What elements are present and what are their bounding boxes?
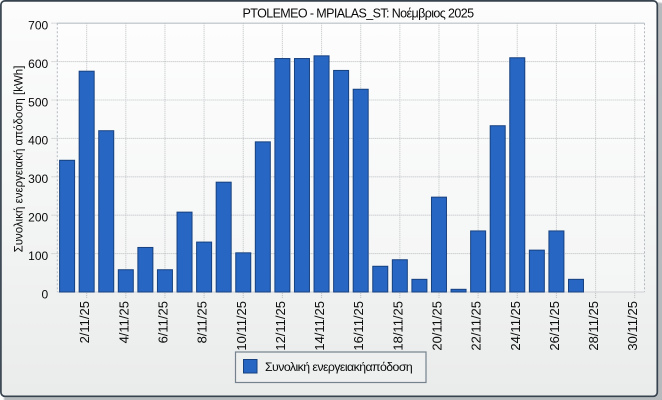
svg-text:100: 100 xyxy=(28,249,48,263)
svg-text:8/11/25: 8/11/25 xyxy=(195,301,210,343)
svg-text:200: 200 xyxy=(28,211,48,225)
svg-text:0: 0 xyxy=(42,287,49,301)
svg-text:26/11/25: 26/11/25 xyxy=(547,301,562,351)
svg-text:PTOLEMEO - MPIALAS_ST: Νοέμβρι: PTOLEMEO - MPIALAS_ST: Νοέμβριος 2025 xyxy=(243,7,475,21)
svg-text:2/11/25: 2/11/25 xyxy=(77,301,92,343)
svg-text:Συνολική ενεργειακή απόδοση [k: Συνολική ενεργειακή απόδοση [kWh] xyxy=(14,66,26,253)
svg-text:16/11/25: 16/11/25 xyxy=(351,301,366,351)
svg-text:28/11/25: 28/11/25 xyxy=(586,301,601,351)
svg-text:4/11/25: 4/11/25 xyxy=(116,301,131,343)
svg-text:300: 300 xyxy=(28,172,48,186)
svg-text:12/11/25: 12/11/25 xyxy=(273,301,288,351)
svg-text:14/11/25: 14/11/25 xyxy=(312,301,327,351)
svg-text:700: 700 xyxy=(28,19,48,33)
svg-text:400: 400 xyxy=(28,134,48,148)
svg-text:6/11/25: 6/11/25 xyxy=(155,301,170,343)
svg-text:10/11/25: 10/11/25 xyxy=(234,301,249,351)
svg-text:24/11/25: 24/11/25 xyxy=(508,301,523,351)
svg-text:22/11/25: 22/11/25 xyxy=(469,301,484,351)
svg-text:600: 600 xyxy=(28,57,48,71)
svg-text:500: 500 xyxy=(28,95,48,109)
svg-text:20/11/25: 20/11/25 xyxy=(429,301,444,351)
svg-text:18/11/25: 18/11/25 xyxy=(390,301,405,351)
svg-text:Συνολική ενεργειακήαπόδοση: Συνολική ενεργειακήαπόδοση xyxy=(265,360,413,374)
svg-text:30/11/25: 30/11/25 xyxy=(625,301,640,351)
